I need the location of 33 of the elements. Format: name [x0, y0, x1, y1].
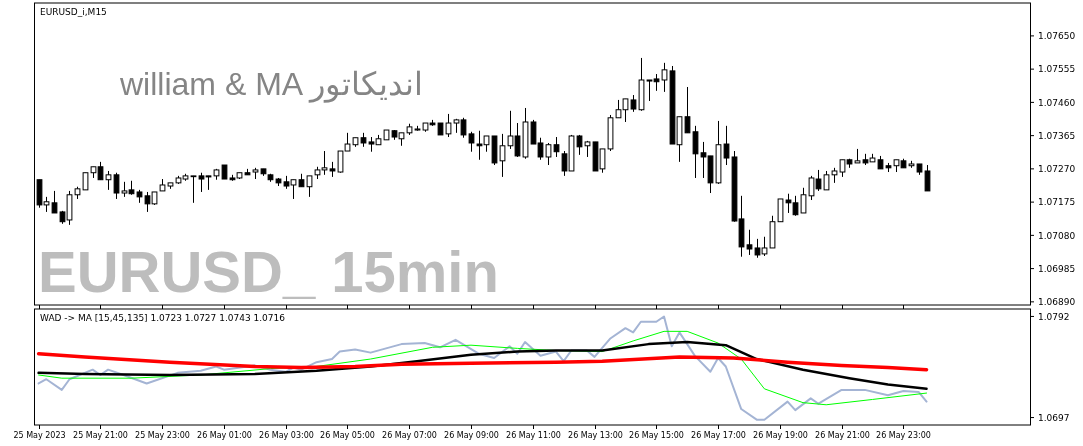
y-tick-label: 1.07080 — [1038, 230, 1076, 241]
x-tick-label: 26 May 07:00 — [382, 431, 437, 440]
y-tick-label: 1.07270 — [1038, 164, 1076, 175]
x-tick-label: 26 May 03:00 — [259, 431, 314, 440]
y-tick-label: 1.06890 — [1038, 297, 1076, 307]
x-tick-label: 26 May 05:00 — [320, 431, 375, 440]
line-series — [36, 351, 929, 372]
annotation: EURUSD_ 15min — [38, 239, 499, 304]
y-tick-label: 1.0792 — [1038, 311, 1070, 322]
x-tick-label: 26 May 01:00 — [197, 431, 252, 440]
y-tick-label: 1.07175 — [1038, 197, 1076, 208]
line-series — [37, 315, 928, 421]
x-tick-label: 26 May 13:00 — [568, 431, 623, 440]
x-tick-label: 26 May 11:00 — [506, 431, 561, 440]
text: EURUSD_i,M15 — [40, 7, 107, 17]
x-tick-label: 26 May 19:00 — [753, 431, 808, 440]
x-tick-label: 26 May 15:00 — [629, 431, 684, 440]
y-tick-label: 1.07460 — [1038, 97, 1076, 108]
y-tick-label: 1.07555 — [1038, 64, 1076, 75]
x-tick-label: 26 May 23:00 — [876, 431, 931, 440]
y-tick-label: 1.07650 — [1038, 31, 1076, 42]
line-series — [37, 340, 928, 391]
x-tick-label: 25 May 23:00 — [135, 431, 190, 440]
annotation: william & MA اندیکاتور — [119, 66, 424, 103]
x-tick-label: 26 May 09:00 — [444, 431, 499, 440]
x-tick-label: 26 May 17:00 — [691, 431, 746, 440]
x-tick-label: 25 May 21:00 — [73, 431, 128, 440]
chart-title: WAD -> MA [15,45,135] 1.0723 1.0727 1.0743 1.0716 — [40, 313, 286, 323]
x-tick-label: 25 May 2023 — [13, 431, 66, 440]
y-tick-label: 1.0697 — [1038, 412, 1070, 423]
x-tick-label: 26 May 21:00 — [815, 431, 870, 440]
y-tick-label: 1.06985 — [1038, 263, 1076, 274]
y-tick-label: 1.07365 — [1038, 130, 1076, 141]
